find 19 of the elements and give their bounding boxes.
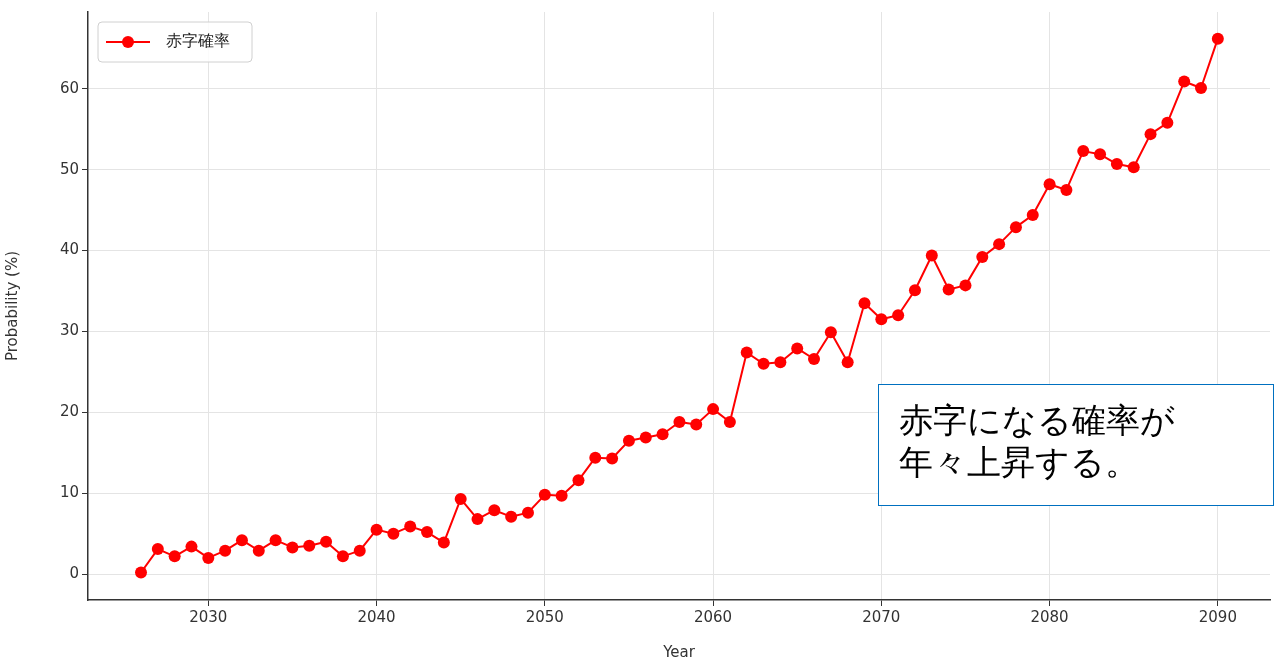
x-axis-title: Year [662,642,696,661]
y-tick-label: 20 [59,402,79,421]
x-tick-label: 2090 [1198,607,1237,626]
y-tick-label: 60 [59,78,79,97]
x-tick-label: 2070 [862,607,901,626]
y-axis-title: Probability (%) [2,250,21,362]
y-tick-label: 30 [59,321,79,340]
x-tick-label: 2030 [189,607,228,626]
legend-label: 赤字確率 [166,31,230,51]
y-tick-label: 10 [59,483,79,502]
x-tick-label: 2050 [525,607,564,626]
y-tick-label: 40 [59,240,79,259]
x-tick-label: 2060 [693,607,733,626]
x-tick-label: 2040 [357,607,396,626]
y-tick-label: 50 [59,159,79,178]
callout-box: 赤字になる確率が年々上昇する。 [878,384,1274,506]
annotation: 赤字になる確率が年々上昇する。 [899,399,1176,483]
x-tick-label: 2080 [1030,607,1069,626]
y-tick-label: 0 [69,564,79,583]
